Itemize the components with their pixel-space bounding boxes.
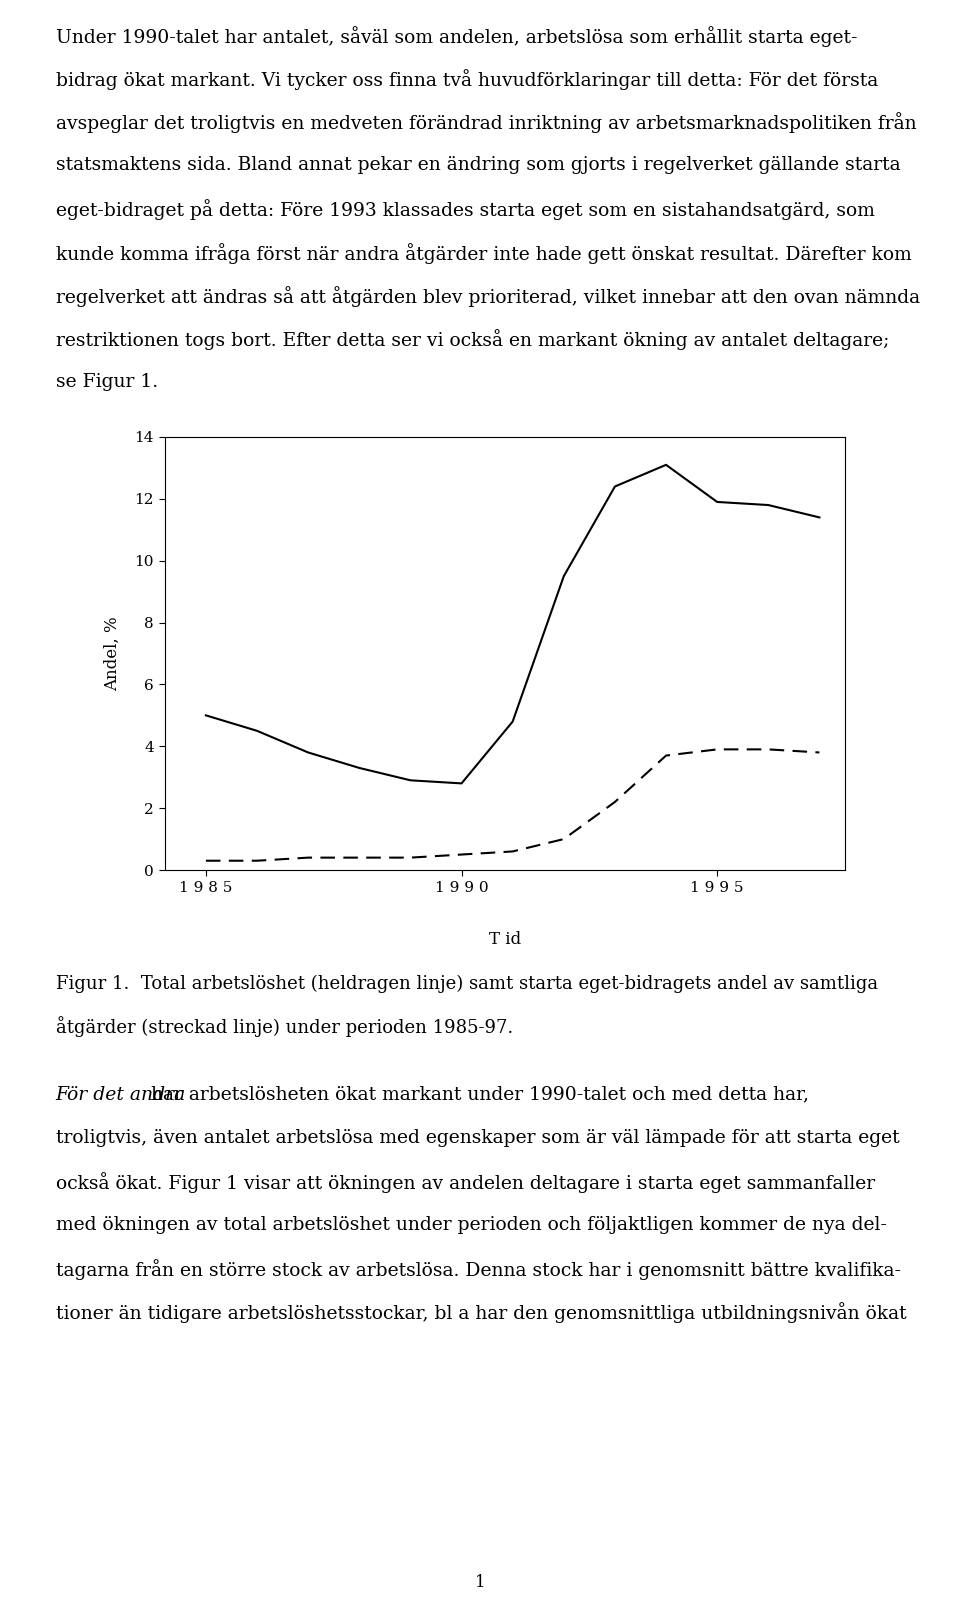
Text: åtgärder (streckad linje) under perioden 1985-97.: åtgärder (streckad linje) under perioden… xyxy=(56,1015,513,1036)
Text: Figur 1.  Total arbetslöshet (heldragen linje) samt starta eget-bidragets andel : Figur 1. Total arbetslöshet (heldragen l… xyxy=(56,975,877,993)
Text: restriktionen togs bort. Efter detta ser vi också en markant ökning av antalet d: restriktionen togs bort. Efter detta ser… xyxy=(56,330,889,351)
Y-axis label: Andel, %: Andel, % xyxy=(104,616,121,690)
Text: med ökningen av total arbetslöshet under perioden och följaktligen kommer de nya: med ökningen av total arbetslöshet under… xyxy=(56,1216,886,1234)
Text: tioner än tidigare arbetslöshetsstockar, bl a har den genomsnittliga utbildnings: tioner än tidigare arbetslöshetsstockar,… xyxy=(56,1302,906,1323)
Text: Under 1990-talet har antalet, såväl som andelen, arbetslösa som erhållit starta : Under 1990-talet har antalet, såväl som … xyxy=(56,26,857,47)
Text: har arbetslösheten ökat markant under 1990-talet och med detta har,: har arbetslösheten ökat markant under 19… xyxy=(145,1085,809,1104)
Text: bidrag ökat markant. Vi tycker oss finna två huvudförklaringar till detta: För d: bidrag ökat markant. Vi tycker oss finna… xyxy=(56,70,878,91)
Text: tagarna från en större stock av arbetslösa. Denna stock har i genomsnitt bättre : tagarna från en större stock av arbetslö… xyxy=(56,1260,900,1281)
Text: 1: 1 xyxy=(474,1573,486,1591)
Text: också ökat. Figur 1 visar att ökningen av andelen deltagare i starta eget samman: också ökat. Figur 1 visar att ökningen a… xyxy=(56,1172,875,1193)
Text: T id: T id xyxy=(489,931,521,949)
Text: statsmaktens sida. Bland annat pekar en ändring som gjorts i regelverket gälland: statsmaktens sida. Bland annat pekar en … xyxy=(56,155,900,175)
Text: eget-bidraget på detta: Före 1993 klassades starta eget som en sistahandsatgärd,: eget-bidraget på detta: Före 1993 klassa… xyxy=(56,199,875,220)
Text: regelverket att ändras så att åtgärden blev prioriterad, vilket innebar att den : regelverket att ändras så att åtgärden b… xyxy=(56,286,920,307)
Text: kunde komma ifråga först när andra åtgärder inte hade gett önskat resultat. Däre: kunde komma ifråga först när andra åtgär… xyxy=(56,243,911,264)
Text: troligtvis, även antalet arbetslösa med egenskaper som är väl lämpade för att st: troligtvis, även antalet arbetslösa med … xyxy=(56,1129,900,1146)
Text: avspeglar det troligtvis en medveten förändrad inriktning av arbetsmarknadspolit: avspeglar det troligtvis en medveten för… xyxy=(56,113,916,134)
Text: För det andra: För det andra xyxy=(56,1085,186,1104)
Text: se Figur 1.: se Figur 1. xyxy=(56,372,157,391)
